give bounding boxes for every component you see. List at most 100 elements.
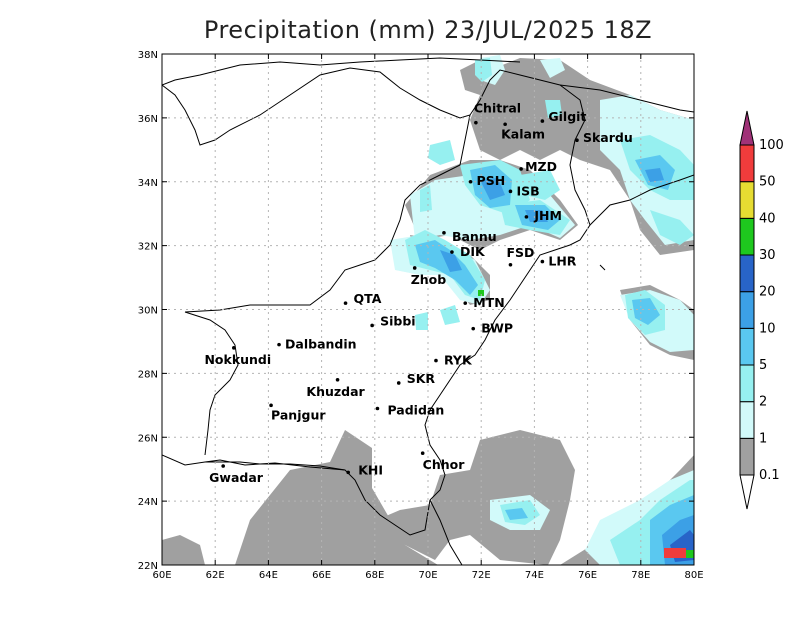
city-label: Gilgit: [548, 109, 586, 124]
city-dot: [420, 451, 425, 456]
city-label: QTA: [354, 291, 382, 306]
city-dot: [269, 403, 273, 408]
colorbar-segment: [739, 254, 755, 293]
lon-tick-label: 72E: [472, 570, 491, 581]
city-dot: [442, 231, 446, 235]
city-label: Sibbi: [380, 313, 415, 328]
lat-tick-label: 38N: [138, 50, 158, 61]
city-dot: [343, 301, 348, 305]
city-label: BWP: [481, 321, 513, 336]
colorbar-segment: [739, 291, 755, 329]
colorbar: 0.1 1 2 5 10 20 30 40 50 100: [739, 110, 784, 510]
city-dot: [503, 122, 507, 127]
city-dot: [463, 301, 468, 305]
city-dot: [346, 470, 351, 475]
city-dot: [450, 250, 454, 254]
city-dot: [375, 406, 380, 411]
colorbar-level-label: 5: [759, 358, 767, 373]
city-dot: [474, 120, 478, 125]
city-label: FSD: [506, 245, 534, 260]
city-dot: [412, 266, 417, 270]
lat-tick-label: 26N: [138, 433, 158, 444]
city-label: SKR: [407, 371, 436, 386]
colorbar-level-label: 10: [759, 321, 776, 336]
city-dot: [434, 358, 438, 363]
city-label: ISB: [516, 183, 539, 198]
colorbar-segment: [739, 437, 755, 476]
city-label: Bannu: [452, 229, 497, 244]
city-label: MTN: [473, 295, 504, 310]
colorbar-segment: [739, 401, 755, 439]
colorbar-level-label: 2: [759, 395, 767, 410]
colorbar-level-label: 40: [759, 211, 776, 226]
city-dot: [468, 179, 473, 184]
colorbar-level-label: 30: [759, 248, 776, 263]
lat-tick-label: 32N: [138, 242, 158, 253]
city-label: Dalbandin: [285, 337, 357, 352]
city-dot: [540, 259, 545, 264]
colorbar-segment: [739, 181, 755, 219]
colorbar-lower-triangle: [739, 474, 755, 510]
city-dot: [540, 119, 545, 123]
lat-tick-label: 34N: [138, 178, 158, 189]
colorbar-segment: [739, 217, 755, 256]
lat-tick-label: 24N: [138, 497, 158, 508]
city-dot: [396, 381, 401, 385]
city-label: Zhob: [411, 272, 447, 287]
city-label: Padidan: [387, 403, 444, 418]
city-label: Gwadar: [209, 470, 264, 485]
lat-tick-label: 22N: [138, 561, 158, 572]
colorbar-level-label: 50: [759, 175, 776, 190]
city-dot: [221, 464, 225, 468]
lat-tick-label: 28N: [138, 369, 158, 380]
city-label: Nokkundi: [204, 352, 271, 367]
city-label: PSH: [477, 173, 506, 188]
lon-tick-label: 66E: [312, 570, 331, 581]
city-label: KHI: [358, 462, 383, 477]
city-dot: [232, 346, 236, 350]
lon-tick-label: 76E: [578, 570, 597, 581]
lon-tick-label: 80E: [684, 570, 703, 581]
lat-tick-label: 30N: [138, 306, 158, 317]
city-dot: [508, 189, 513, 194]
map-title: Precipitation (mm) 23/JUL/2025 18Z: [203, 16, 653, 44]
city-label: Skardu: [583, 130, 633, 145]
lon-tick-label: 62E: [206, 570, 225, 581]
lon-tick-label: 60E: [152, 570, 171, 581]
colorbar-level-label: 0.1: [759, 468, 780, 483]
grid-lines: [162, 54, 694, 565]
city-label: LHR: [548, 254, 576, 269]
city-dot: [471, 326, 476, 331]
colorbar-segment: [739, 364, 755, 403]
city-dot: [524, 215, 529, 219]
city-dot: [335, 377, 340, 382]
lon-tick-label: 78E: [631, 570, 650, 581]
city-label: JHM: [533, 208, 562, 223]
colorbar-segment: [739, 327, 755, 366]
lon-tick-label: 64E: [259, 570, 278, 581]
city-dot: [370, 323, 374, 328]
colorbar-segment: [739, 144, 755, 183]
lon-tick-label: 74E: [525, 570, 544, 581]
city-label: MZD: [525, 159, 557, 174]
colorbar-level-label: 1: [759, 431, 767, 446]
city-dot: [519, 167, 523, 171]
colorbar-level-label: 20: [759, 285, 776, 300]
colorbar-level-label: 100: [759, 138, 784, 153]
colorbar-upper-triangle: [739, 110, 755, 146]
city-label: Chitral: [474, 101, 521, 116]
city-dot: [575, 138, 579, 143]
city-label: Panjgur: [271, 407, 326, 422]
lon-tick-label: 68E: [365, 570, 384, 581]
precipitation-layer: [162, 55, 694, 565]
city-dot: [508, 262, 513, 267]
city-label: Chhor: [423, 457, 466, 472]
city-label: DIK: [460, 244, 486, 259]
lon-tick-label: 70E: [418, 570, 437, 581]
city-dot: [277, 342, 281, 347]
city-label: Kalam: [501, 126, 545, 141]
city-label: Khuzdar: [306, 384, 365, 399]
axis-ticks: 60E 62E 64E 66E 68E 70E 72E 74E 76E 78E 80E 22N 24N 2…: [138, 50, 704, 581]
